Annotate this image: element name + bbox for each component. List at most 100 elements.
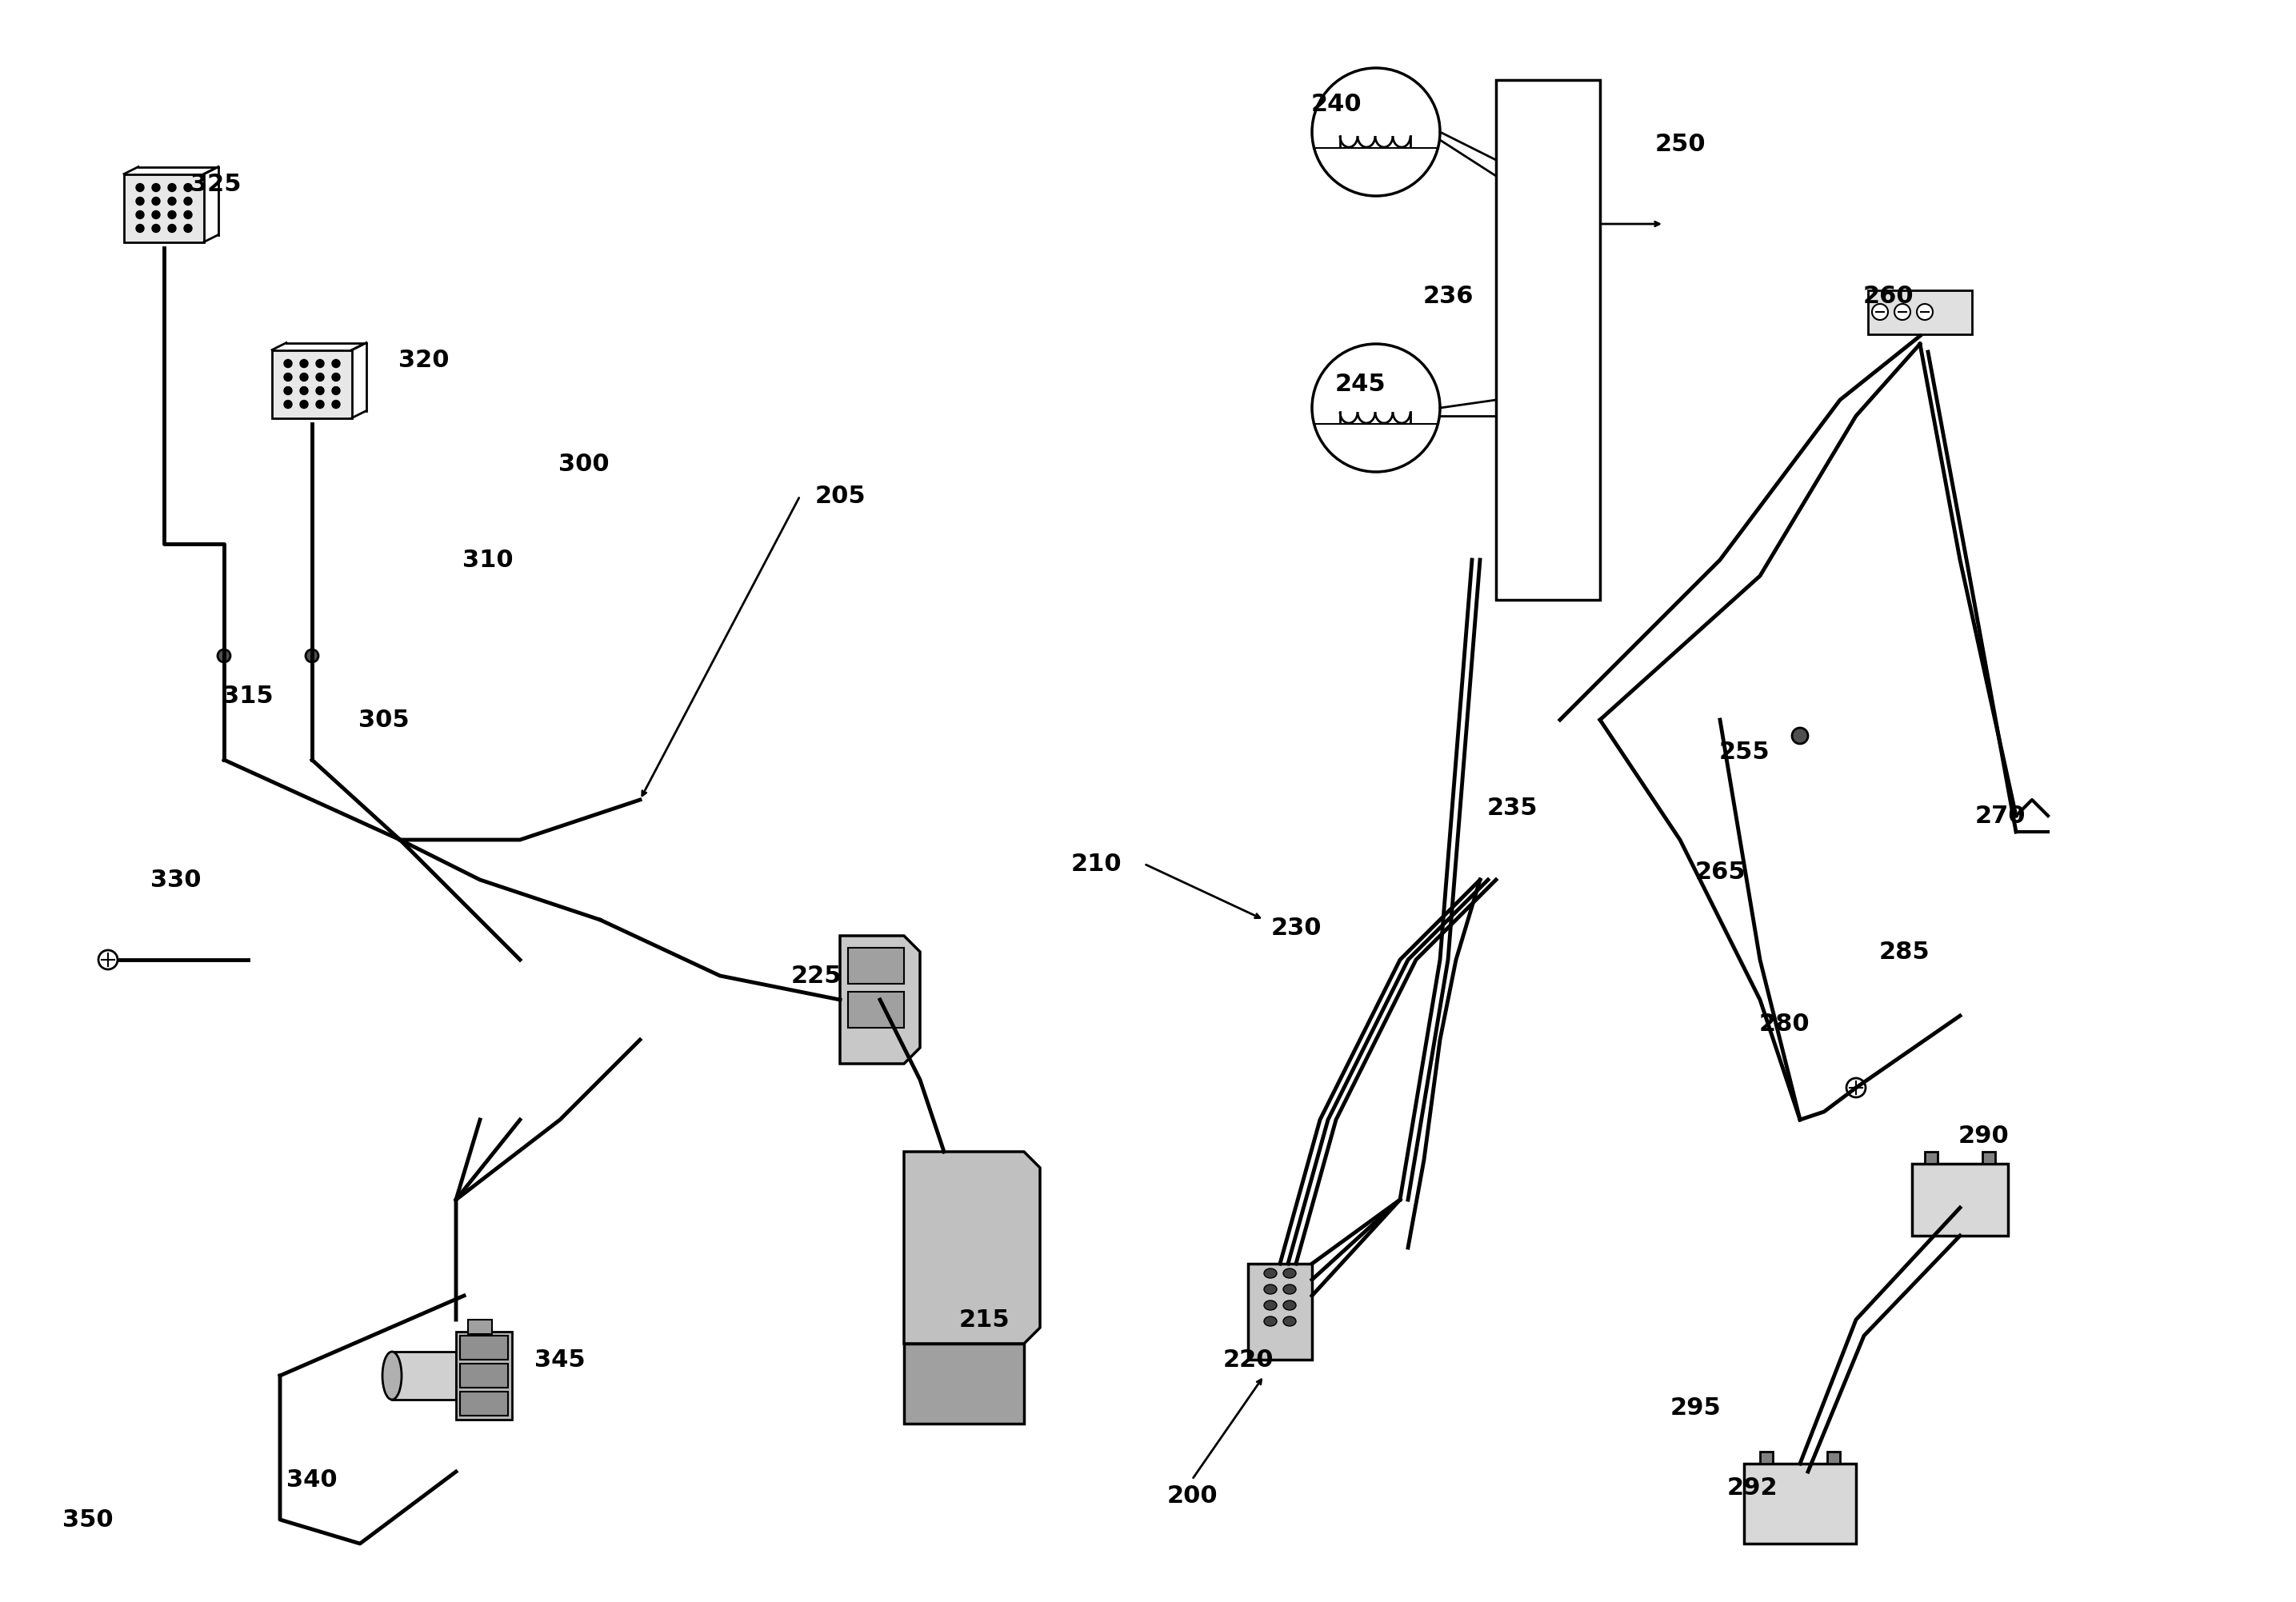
Text: 280: 280 (1759, 1012, 1809, 1035)
Bar (124, 175, 204, 242)
Bar (1249, 1264, 1311, 1360)
Circle shape (285, 400, 292, 409)
Bar (1869, 290, 1972, 333)
Text: 290: 290 (1958, 1125, 2009, 1147)
Ellipse shape (383, 1352, 402, 1400)
Text: 260: 260 (1862, 284, 1913, 308)
Circle shape (168, 211, 177, 219)
Bar (1913, 1163, 2009, 1235)
Text: 230: 230 (1270, 916, 1322, 939)
Circle shape (135, 211, 145, 219)
Circle shape (317, 359, 324, 367)
Bar (1761, 1451, 1773, 1464)
Text: 250: 250 (1655, 133, 1706, 155)
Ellipse shape (1265, 1285, 1277, 1294)
Text: 205: 205 (815, 484, 866, 508)
Bar (459, 1392, 507, 1416)
Text: 270: 270 (1975, 804, 2025, 827)
Bar (1981, 1152, 1995, 1163)
Text: 240: 240 (1311, 93, 1362, 115)
Bar (1828, 1451, 1839, 1464)
Circle shape (184, 184, 193, 192)
Circle shape (285, 386, 292, 394)
Text: 300: 300 (558, 452, 608, 476)
Circle shape (1791, 727, 1807, 743)
Text: 350: 350 (62, 1507, 113, 1532)
Text: 330: 330 (152, 868, 202, 891)
Text: 285: 285 (1878, 940, 1929, 963)
Text: 315: 315 (223, 684, 273, 708)
Circle shape (168, 224, 177, 232)
Ellipse shape (1265, 1317, 1277, 1326)
Polygon shape (840, 936, 921, 1064)
Circle shape (168, 197, 177, 205)
Ellipse shape (1265, 1301, 1277, 1310)
Circle shape (305, 649, 319, 662)
Bar (393, 1352, 457, 1400)
Circle shape (135, 224, 145, 232)
Text: 292: 292 (1727, 1475, 1777, 1499)
Bar (459, 1336, 507, 1360)
Circle shape (333, 359, 340, 367)
Circle shape (135, 197, 145, 205)
Text: 255: 255 (1717, 740, 1770, 764)
Circle shape (301, 386, 308, 394)
Circle shape (1871, 304, 1887, 320)
Text: 220: 220 (1221, 1347, 1274, 1371)
Bar (1924, 1152, 1938, 1163)
Bar (1497, 80, 1600, 599)
Circle shape (152, 197, 161, 205)
Circle shape (184, 224, 193, 232)
Circle shape (152, 224, 161, 232)
Bar (271, 349, 351, 418)
Circle shape (317, 400, 324, 409)
Ellipse shape (1283, 1301, 1295, 1310)
Circle shape (1894, 304, 1910, 320)
Circle shape (333, 373, 340, 381)
Text: 340: 340 (287, 1467, 338, 1491)
Text: 295: 295 (1671, 1395, 1722, 1419)
Bar (468, 1320, 491, 1334)
Circle shape (333, 386, 340, 394)
Text: 305: 305 (358, 708, 409, 732)
Circle shape (333, 400, 340, 409)
Text: 320: 320 (400, 348, 450, 372)
Bar (1745, 1464, 1855, 1544)
Bar (847, 948, 905, 984)
Circle shape (317, 386, 324, 394)
Ellipse shape (1283, 1285, 1295, 1294)
Text: 225: 225 (790, 964, 840, 987)
Ellipse shape (1283, 1269, 1295, 1278)
Circle shape (168, 184, 177, 192)
Circle shape (301, 359, 308, 367)
Text: 215: 215 (957, 1309, 1010, 1331)
Polygon shape (905, 1152, 1040, 1344)
Text: 345: 345 (535, 1347, 585, 1371)
Text: 235: 235 (1486, 796, 1538, 819)
Circle shape (1917, 304, 1933, 320)
Circle shape (152, 211, 161, 219)
Text: 210: 210 (1070, 852, 1120, 875)
Text: 265: 265 (1694, 860, 1745, 883)
Bar (457, 1331, 512, 1419)
Text: 310: 310 (461, 548, 514, 572)
Circle shape (184, 211, 193, 219)
Circle shape (1311, 344, 1440, 473)
Circle shape (152, 184, 161, 192)
Ellipse shape (1283, 1317, 1295, 1326)
Circle shape (184, 197, 193, 205)
Circle shape (301, 373, 308, 381)
Circle shape (285, 359, 292, 367)
Bar (847, 992, 905, 1028)
Text: 245: 245 (1334, 372, 1384, 396)
Text: 325: 325 (191, 173, 241, 195)
Ellipse shape (1265, 1269, 1277, 1278)
Circle shape (135, 184, 145, 192)
Circle shape (285, 373, 292, 381)
Text: 236: 236 (1424, 284, 1474, 308)
Text: 200: 200 (1166, 1483, 1217, 1507)
Circle shape (218, 649, 230, 662)
Bar (459, 1363, 507, 1387)
Circle shape (1311, 67, 1440, 195)
Circle shape (301, 400, 308, 409)
